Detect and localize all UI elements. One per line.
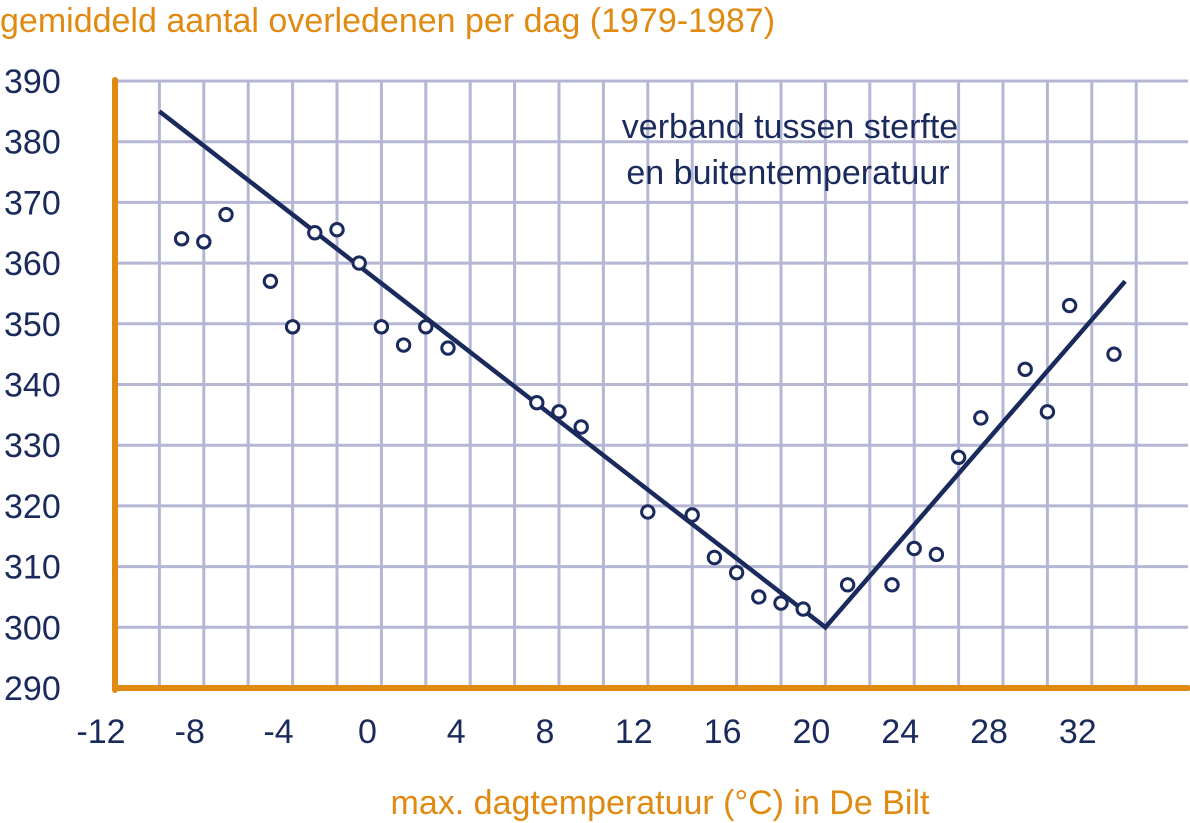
data-point bbox=[773, 595, 789, 611]
data-points bbox=[173, 206, 1122, 617]
y-tick-label: 310 bbox=[4, 549, 61, 587]
y-tick-label: 360 bbox=[4, 245, 61, 283]
y-tick-label: 320 bbox=[4, 488, 61, 526]
data-point bbox=[173, 231, 190, 247]
x-tick-label: -8 bbox=[175, 713, 205, 751]
y-tick-label: 370 bbox=[4, 184, 61, 222]
x-tick-label: -12 bbox=[76, 713, 125, 751]
data-point bbox=[706, 549, 723, 566]
data-point bbox=[262, 273, 279, 290]
data-point bbox=[218, 206, 234, 223]
x-tick-label: 8 bbox=[536, 713, 555, 751]
data-point bbox=[284, 319, 301, 335]
x-tick-labels: -12 -8 -4 0 4 8 12 16 20 24 28 32 bbox=[76, 713, 1096, 751]
data-point bbox=[728, 564, 745, 581]
y-tick-label: 330 bbox=[4, 427, 61, 465]
data-point bbox=[950, 449, 967, 466]
trend-line bbox=[158, 109, 1127, 631]
x-tick-label: 24 bbox=[881, 713, 919, 751]
data-point bbox=[928, 546, 945, 563]
data-point bbox=[906, 540, 922, 557]
data-point bbox=[395, 337, 412, 353]
data-point bbox=[1061, 297, 1078, 314]
data-point bbox=[839, 577, 856, 593]
x-tick-label: 28 bbox=[970, 713, 1008, 751]
data-point bbox=[529, 395, 545, 411]
y-tick-labels: 290 300 310 320 330 340 350 360 370 380 390 bbox=[4, 63, 61, 708]
chart-title: gemiddeld aantal overledenen per dag (19… bbox=[0, 2, 775, 40]
data-point bbox=[1039, 404, 1056, 420]
data-point bbox=[418, 319, 434, 335]
annotation-line-2: en buitentemperatuur bbox=[626, 154, 949, 192]
x-tick-label: 0 bbox=[358, 713, 377, 751]
data-point bbox=[351, 255, 367, 271]
data-point bbox=[196, 234, 212, 250]
x-tick-label: 20 bbox=[792, 713, 830, 751]
x-tick-label: 4 bbox=[447, 713, 466, 751]
data-point bbox=[795, 601, 811, 617]
data-point bbox=[751, 589, 767, 605]
data-point bbox=[307, 225, 323, 241]
data-point bbox=[684, 507, 700, 523]
data-point bbox=[573, 419, 589, 435]
x-tick-label: -4 bbox=[263, 713, 293, 751]
data-point bbox=[1106, 346, 1122, 362]
x-tick-label: 12 bbox=[615, 713, 653, 751]
data-point bbox=[329, 222, 345, 238]
trend-line-group bbox=[158, 109, 1127, 631]
data-point bbox=[1017, 361, 1033, 378]
x-tick-label: 32 bbox=[1059, 713, 1097, 751]
x-tick-label: 16 bbox=[704, 713, 742, 751]
y-tick-label: 380 bbox=[4, 124, 61, 162]
data-point bbox=[973, 410, 989, 426]
data-point bbox=[373, 319, 390, 335]
y-tick-label: 340 bbox=[4, 367, 61, 405]
data-point bbox=[884, 577, 900, 593]
y-tick-label: 300 bbox=[4, 609, 61, 647]
y-tick-label: 390 bbox=[4, 63, 61, 101]
data-point bbox=[440, 340, 456, 356]
x-axis-label: max. dagtemperatuur (°C) in De Bilt bbox=[391, 784, 930, 822]
data-point bbox=[640, 504, 656, 520]
annotation-line-1: verband tussen sterfte bbox=[622, 108, 958, 146]
y-tick-label: 350 bbox=[4, 306, 61, 344]
data-point bbox=[551, 404, 567, 420]
y-tick-label: 290 bbox=[4, 670, 61, 708]
axes bbox=[112, 77, 1190, 693]
